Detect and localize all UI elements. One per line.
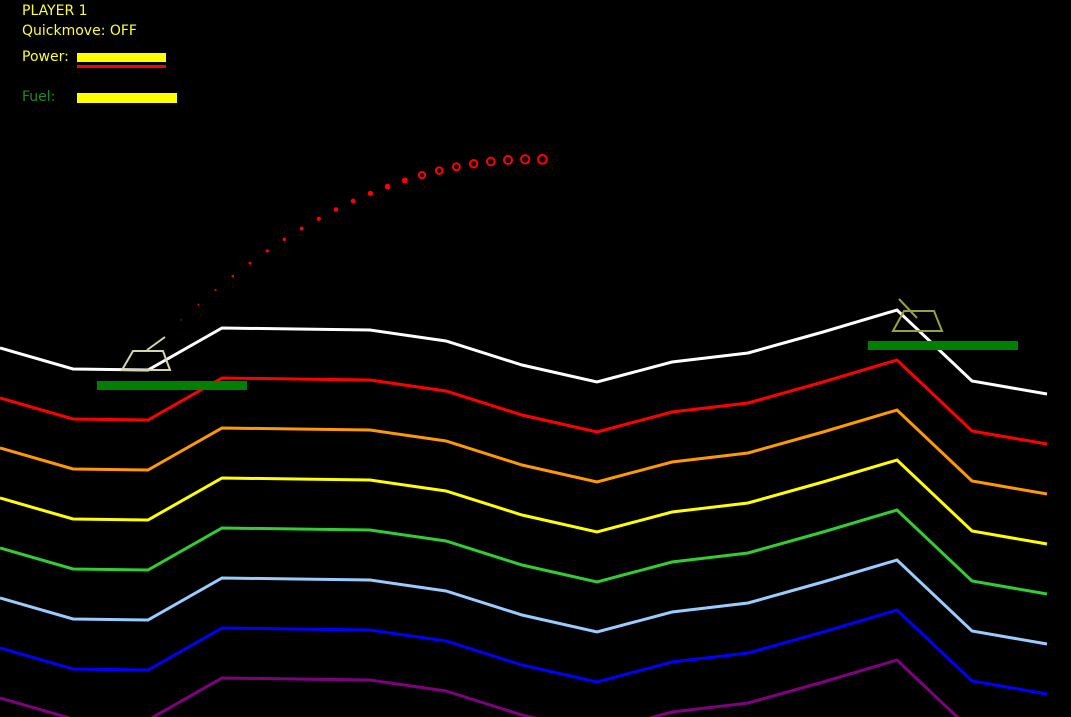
- terrain-layer-8: [0, 658, 960, 717]
- terrain-layer-6: [0, 558, 1048, 646]
- power-bar[interactable]: [77, 53, 166, 62]
- player-1-tank-body: [120, 350, 172, 371]
- projectile-trail-dot: [248, 261, 252, 265]
- projectile-trail-dot: [214, 288, 217, 292]
- projectile-trail-dot: [299, 226, 304, 231]
- fuel-label: Fuel:: [22, 89, 56, 105]
- projectile-trail-dot: [384, 183, 391, 190]
- projectile-trail-dot: [434, 166, 444, 175]
- player-1-health-bar: [97, 381, 247, 390]
- projectile-trail-dot: [197, 303, 200, 306]
- player-1-turret: [146, 336, 166, 351]
- player-1-tank: [97, 336, 247, 390]
- projectile-trail-dot: [537, 153, 548, 165]
- projectile-trail-dot: [316, 216, 321, 221]
- projectile-trail-dot: [468, 159, 479, 169]
- projectile-trail-dot: [265, 249, 269, 253]
- projectile-trail-dot: [503, 155, 513, 165]
- projectile-trail-dot: [451, 162, 461, 172]
- terrain-layer-4: [0, 458, 1048, 546]
- terrain-layers: [0, 308, 1048, 717]
- terrain-layer-3: [0, 408, 1048, 496]
- projectile-trail-dot: [520, 154, 531, 165]
- terrain-layer-1: [0, 308, 1048, 396]
- terrain-layer-7: [0, 608, 1048, 696]
- power-marker: [77, 65, 166, 68]
- player-label: PLAYER 1: [22, 3, 88, 19]
- projectile-trail: [180, 153, 548, 321]
- player-2-tank-body: [891, 310, 944, 332]
- projectile-trail-dot: [180, 319, 182, 321]
- projectile-trail-dot: [367, 190, 374, 197]
- terrain-layer-5: [0, 508, 1048, 596]
- projectile-trail-dot: [417, 170, 427, 180]
- quickmove-status[interactable]: Quickmove: OFF: [22, 23, 137, 39]
- power-label: Power:: [22, 49, 69, 65]
- player-2-health-bar: [868, 341, 1018, 350]
- terrain-layer-2: [0, 358, 1048, 446]
- projectile-trail-dot: [401, 177, 408, 184]
- player-2-tank: [868, 298, 1018, 350]
- fuel-bar[interactable]: [77, 93, 177, 103]
- projectile-trail-dot: [333, 207, 339, 212]
- projectile-trail-dot: [231, 274, 235, 278]
- player-2-turret: [898, 298, 918, 319]
- projectile-trail-dot: [350, 198, 356, 204]
- projectile-trail-dot: [485, 156, 496, 167]
- projectile-trail-dot: [282, 237, 287, 242]
